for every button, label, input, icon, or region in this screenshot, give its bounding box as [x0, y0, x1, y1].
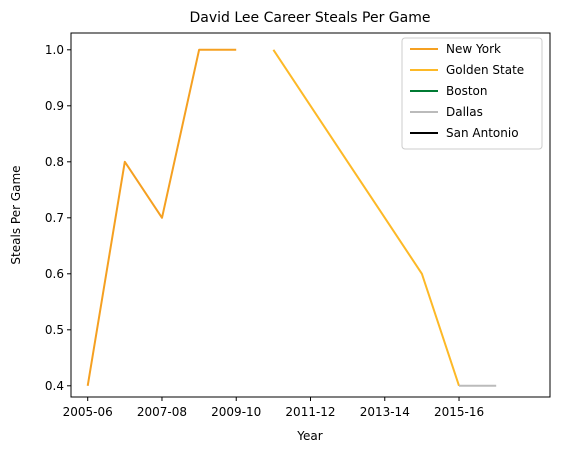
- y-tick-label: 0.4: [45, 379, 64, 393]
- series-lines: [86, 48, 497, 387]
- x-tick-label: 2009-10: [211, 405, 261, 419]
- y-tick-label: 0.5: [45, 323, 64, 337]
- y-tick-label: 0.9: [45, 99, 64, 113]
- y-tick-label: 0.8: [45, 155, 64, 169]
- x-tick-label: 2005-06: [63, 405, 113, 419]
- legend: New York Golden State Boston Dallas San Anto…: [401, 37, 543, 150]
- chart-title: David Lee Career Steals Per Game: [190, 10, 431, 26]
- y-axis-label: Steals Per Game: [9, 165, 23, 264]
- x-tick-label: 2007-08: [137, 405, 187, 419]
- x-tick-label: 2015-16: [434, 405, 484, 419]
- legend-label-golden-state: Golden State: [446, 63, 524, 77]
- legend-label-boston: Boston: [446, 84, 487, 98]
- y-tick-label: 0.7: [45, 211, 64, 225]
- series-line-new-york: [86, 48, 237, 386]
- x-tick-label: 2011-12: [285, 405, 335, 419]
- legend-label-new-york: New York: [446, 42, 501, 56]
- x-tick-label: 2013-14: [360, 405, 410, 419]
- legend-box: [401, 37, 543, 150]
- legend-label-san-antonio: San Antonio: [446, 126, 519, 140]
- y-tick-label: 1.0: [45, 43, 64, 57]
- y-ticks: 0.4 0.5 0.6 0.7 0.8 0.9 1.0: [45, 43, 71, 393]
- x-axis-label: Year: [296, 429, 322, 443]
- series-line-golden-state: [272, 49, 460, 387]
- y-tick-label: 0.6: [45, 267, 64, 281]
- legend-label-dallas: Dallas: [446, 105, 483, 119]
- x-ticks: 2005-06 2007-08 2009-10 2011-12 2013-14 2015-…: [63, 397, 484, 419]
